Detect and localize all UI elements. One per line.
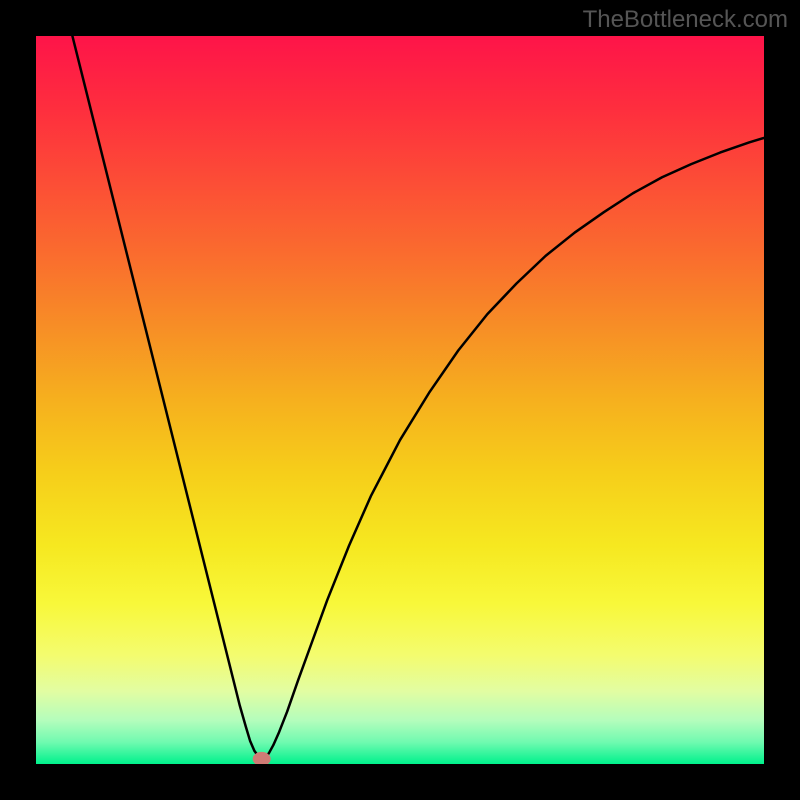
gradient-background	[36, 36, 764, 764]
plot-svg	[36, 36, 764, 764]
watermark-text: TheBottleneck.com	[583, 6, 788, 34]
chart-wrapper: TheBottleneck.com	[0, 0, 800, 800]
plot-area	[36, 36, 764, 764]
